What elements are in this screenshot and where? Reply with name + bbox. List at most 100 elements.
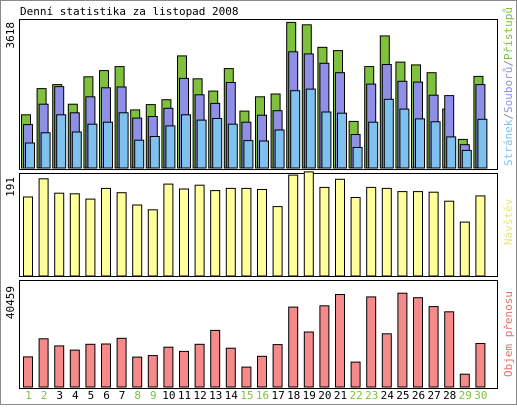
bar-traffic xyxy=(444,311,455,388)
bar-pages xyxy=(430,121,441,169)
bar-visits xyxy=(85,198,96,277)
legend-item-files: Souborů xyxy=(502,67,515,113)
bar-traffic xyxy=(23,356,33,388)
bar-visits xyxy=(397,191,408,277)
bar-traffic xyxy=(225,347,236,388)
bar-traffic xyxy=(101,343,111,388)
x-tick-label: 16 xyxy=(256,389,269,402)
bar-traffic xyxy=(85,343,96,388)
legend-item-pages: Stránek xyxy=(502,119,515,166)
x-tick-label: 22 xyxy=(349,389,362,402)
bar-visits xyxy=(475,195,486,277)
bar-pages xyxy=(352,147,363,169)
bar-pages xyxy=(227,123,238,169)
bar-traffic xyxy=(210,329,221,388)
x-tick-label: 3 xyxy=(56,389,63,402)
legend-hits: Stránek/Souborů/Přístupů xyxy=(502,7,515,166)
panel-frame-traffic xyxy=(19,280,498,389)
bar-pages xyxy=(212,118,223,169)
bar-pages xyxy=(118,112,129,169)
bar-traffic xyxy=(132,356,143,388)
x-tick-label: 2 xyxy=(41,389,48,402)
bar-visits xyxy=(257,189,267,277)
bar-visits xyxy=(38,178,49,277)
bar-traffic xyxy=(54,345,65,388)
y-max-label-visits: 191 xyxy=(4,177,17,197)
bar-visits xyxy=(241,187,252,277)
bar-traffic xyxy=(381,333,392,388)
bar-pages xyxy=(87,123,98,169)
bar-visits xyxy=(225,187,236,277)
bar-traffic xyxy=(459,373,470,388)
legend-separator: / xyxy=(502,113,515,120)
bar-pages xyxy=(337,112,347,169)
bar-pages xyxy=(134,139,145,169)
bar-pages xyxy=(149,136,160,169)
bar-traffic xyxy=(413,297,423,388)
bar-visits xyxy=(194,184,205,277)
x-tick-label: 1 xyxy=(25,389,32,402)
bar-traffic xyxy=(194,343,205,388)
x-tick-label: 25 xyxy=(396,389,409,402)
bar-traffic xyxy=(147,355,158,388)
x-tick-label: 5 xyxy=(88,389,95,402)
bar-visits xyxy=(303,171,314,277)
bar-traffic xyxy=(397,292,408,388)
bar-pages xyxy=(71,131,82,169)
bar-pages xyxy=(399,108,410,169)
bar-visits xyxy=(381,187,392,277)
bar-pages xyxy=(56,114,67,169)
x-tick-label: 9 xyxy=(150,389,157,402)
bar-pages xyxy=(259,140,269,169)
bar-visits xyxy=(69,193,80,277)
bar-traffic xyxy=(116,337,127,388)
bar-pages xyxy=(305,88,316,169)
bar-visits xyxy=(23,196,33,277)
x-tick-label: 11 xyxy=(178,389,191,402)
bar-pages xyxy=(461,149,472,169)
x-tick-label: 23 xyxy=(365,389,378,402)
bar-visits xyxy=(428,191,439,277)
x-tick-label: 20 xyxy=(318,389,331,402)
bar-pages xyxy=(368,121,379,169)
y-max-label-hits: 3618 xyxy=(4,22,17,49)
bar-visits xyxy=(413,191,423,277)
bar-pages xyxy=(415,118,425,169)
x-tick-label: 19 xyxy=(303,389,316,402)
x-tick-label: 17 xyxy=(271,389,284,402)
bar-visits xyxy=(132,204,143,277)
bar-traffic xyxy=(350,361,361,388)
bar-pages xyxy=(196,119,207,169)
bar-pages xyxy=(181,114,191,169)
bar-traffic xyxy=(303,331,314,388)
bar-traffic xyxy=(475,343,486,388)
bar-visits xyxy=(54,192,65,277)
bar-pages xyxy=(25,142,35,169)
bar-visits xyxy=(288,174,299,277)
bar-pages xyxy=(383,98,394,169)
x-tick-label: 8 xyxy=(134,389,141,402)
x-tick-label: 27 xyxy=(427,389,440,402)
bar-traffic xyxy=(366,296,377,388)
bar-traffic xyxy=(257,355,267,388)
x-tick-label: 21 xyxy=(334,389,347,402)
chart-title: Denní statistika za listopad 2008 xyxy=(20,5,239,18)
bar-pages xyxy=(103,121,113,169)
legend-visits: Návštěv xyxy=(502,198,515,245)
bar-pages xyxy=(274,129,285,169)
x-tick-label: 7 xyxy=(119,389,126,402)
x-tick-label: 12 xyxy=(193,389,206,402)
bar-visits xyxy=(210,190,221,277)
bar-visits xyxy=(272,206,283,277)
x-tick-label: 29 xyxy=(459,389,472,402)
bar-traffic xyxy=(38,338,49,388)
bar-traffic xyxy=(428,306,439,388)
x-tick-label: 13 xyxy=(209,389,222,402)
bar-visits xyxy=(335,178,345,277)
x-tick-labels: 1 2 3 4 5 6 7 8 9 10 11 12 13 14 15 16 17 18 19 20 21 22 23 24 2… xyxy=(25,389,487,402)
bar-pages xyxy=(165,125,176,169)
x-tick-label: 24 xyxy=(381,389,395,402)
legend-separator: / xyxy=(502,60,515,67)
